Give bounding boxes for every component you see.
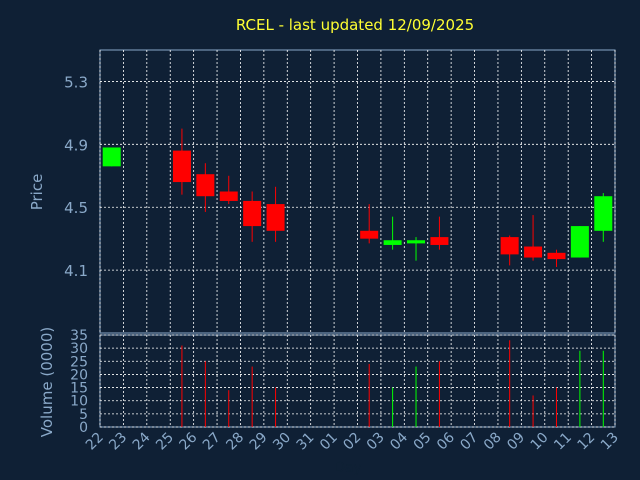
candle-body (407, 240, 426, 244)
candle (500, 235, 519, 266)
volume-grid (99, 334, 616, 428)
x-tick-label: 02 (340, 430, 364, 454)
candle-body (500, 237, 519, 255)
candle-body (547, 252, 566, 260)
candle-body (243, 200, 262, 227)
candle-body (360, 230, 379, 239)
candle (196, 163, 215, 212)
candle-body (383, 240, 402, 245)
volume-tick-label: 25 (70, 354, 88, 370)
volume-tick-label: 0 (79, 420, 88, 436)
volume-tick-label: 5 (79, 407, 88, 423)
volume-tick-label: 20 (70, 367, 88, 383)
candle (219, 175, 238, 205)
candle-body (102, 147, 121, 167)
volume-tick-label: 10 (70, 394, 88, 410)
candle (430, 216, 449, 250)
x-tick-label: 09 (504, 430, 528, 454)
price-y-ticks: 4.1 4.5 4.9 5.3 (64, 73, 88, 280)
volume-tick-label: 30 (70, 341, 88, 357)
volume-bars (181, 340, 604, 427)
price-panel: 4.1 4.5 4.9 5.3 (64, 49, 616, 334)
x-tick-label: 29 (247, 430, 271, 454)
x-axis-ticks: 22 23 24 25 26 27 28 29 30 31 01 02 03 04 05 06 07 08 09 10… (83, 429, 622, 453)
x-tick-label: 10 (528, 430, 552, 454)
price-tick-label: 4.1 (64, 262, 88, 280)
candle (243, 191, 262, 242)
candle (570, 226, 589, 258)
x-tick-label: 13 (598, 430, 622, 454)
chart-title: RCEL - last updated 12/09/2025 (236, 16, 474, 34)
x-tick-label: 27 (200, 430, 224, 454)
x-axis-label: Day (334, 460, 362, 476)
candles (102, 128, 613, 267)
x-tick-label: 01 (317, 430, 341, 454)
price-tick-label: 5.3 (64, 73, 88, 91)
x-tick-label: 26 (177, 429, 201, 453)
candle-body (196, 174, 215, 197)
candle-body (594, 196, 613, 231)
candle-body (266, 204, 285, 231)
candle (360, 204, 379, 244)
x-tick-label: 12 (574, 430, 598, 454)
volume-tick-label: 35 (70, 328, 88, 344)
x-tick-label: 25 (153, 430, 177, 454)
candle (594, 193, 613, 242)
candle (407, 237, 426, 261)
x-tick-label: 03 (364, 430, 388, 454)
x-tick-label: 05 (411, 430, 435, 454)
candle-body (172, 150, 191, 183)
price-tick-label: 4.9 (64, 136, 88, 154)
candle-body (570, 226, 589, 258)
x-tick-label: 06 (434, 429, 458, 453)
volume-tick-label: 15 (70, 381, 88, 397)
x-tick-label: 24 (130, 429, 154, 453)
x-tick-label: 04 (387, 429, 411, 453)
candle (383, 216, 402, 250)
x-tick-label: 11 (551, 430, 575, 454)
x-tick-label: 07 (457, 430, 481, 454)
candle (524, 215, 543, 261)
candle-body (219, 191, 238, 201)
x-tick-label: 28 (223, 430, 247, 454)
x-tick-label: 23 (106, 430, 130, 454)
candle-body (430, 237, 449, 245)
price-axis-label: Price (28, 174, 46, 211)
x-tick-label: 08 (481, 430, 505, 454)
candle (547, 249, 566, 267)
x-tick-label: 31 (294, 430, 318, 454)
candle (266, 186, 285, 242)
x-tick-label: 30 (270, 430, 294, 454)
candle (172, 128, 191, 195)
price-tick-label: 4.5 (64, 199, 88, 217)
candle (102, 147, 121, 167)
candle-body (524, 246, 543, 258)
price-grid (99, 50, 616, 333)
volume-axis-label: Volume (0000) (38, 327, 56, 437)
